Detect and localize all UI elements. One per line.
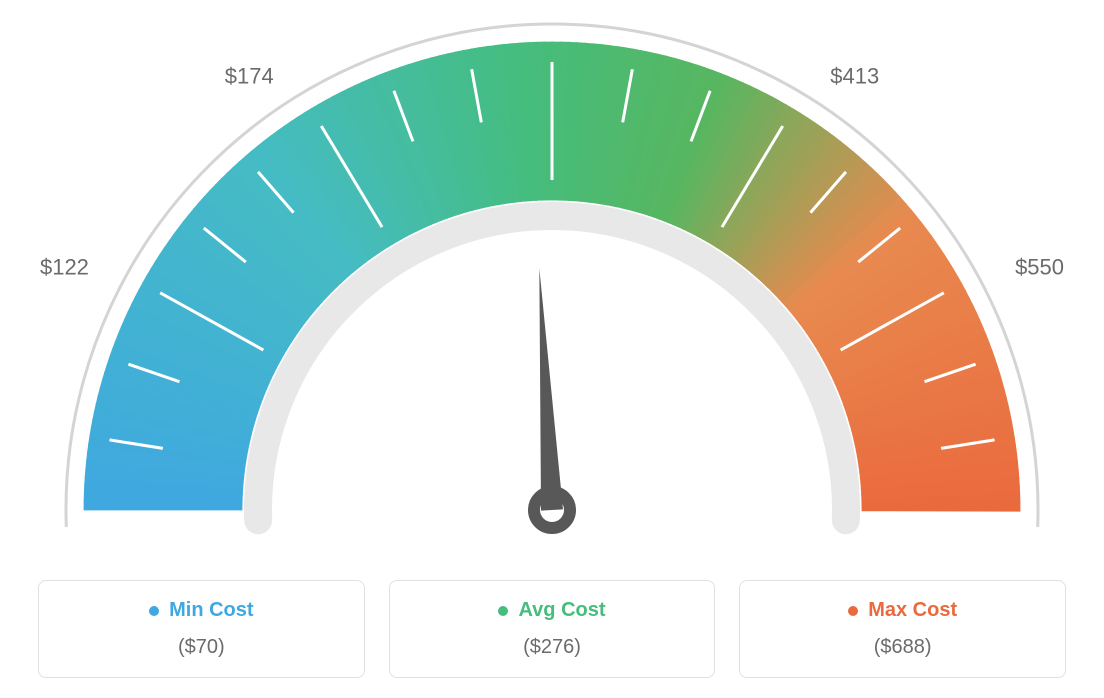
dot-icon — [498, 606, 508, 616]
legend-avg-title: Avg Cost — [400, 599, 705, 622]
gauge-tick-label: $413 — [830, 63, 879, 88]
gauge-tick-label: $122 — [40, 254, 89, 279]
legend-min-title: Min Cost — [49, 599, 354, 622]
legend-min: Min Cost ($70) — [38, 580, 365, 678]
legend-max-title: Max Cost — [750, 599, 1055, 622]
dot-icon — [149, 606, 159, 616]
legend-avg: Avg Cost ($276) — [389, 580, 716, 678]
legend-max-value: ($688) — [750, 636, 1055, 659]
legend-row: Min Cost ($70) Avg Cost ($276) Max Cost … — [20, 580, 1084, 678]
legend-avg-label: Avg Cost — [518, 599, 605, 622]
legend-min-value: ($70) — [49, 636, 354, 659]
gauge-tick-label: $550 — [1015, 254, 1064, 279]
legend-max: Max Cost ($688) — [739, 580, 1066, 678]
legend-avg-value: ($276) — [400, 636, 705, 659]
gauge-svg: $70$122$174$276$413$550$688 — [20, 20, 1084, 560]
legend-max-label: Max Cost — [868, 599, 957, 622]
legend-min-label: Min Cost — [169, 599, 253, 622]
dot-icon — [848, 606, 858, 616]
gauge-chart: $70$122$174$276$413$550$688 — [20, 20, 1084, 560]
gauge-tick-label: $174 — [225, 63, 274, 88]
